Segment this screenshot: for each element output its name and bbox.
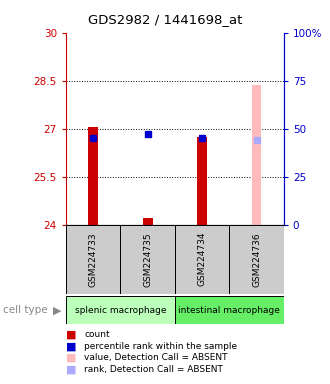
Text: ▶: ▶ — [52, 305, 61, 315]
Bar — [197, 137, 207, 225]
Text: cell type: cell type — [3, 305, 48, 315]
Bar — [229, 225, 284, 294]
Text: ■: ■ — [66, 330, 77, 340]
Bar — [120, 225, 175, 294]
Text: GSM224733: GSM224733 — [89, 232, 98, 286]
Text: GSM224734: GSM224734 — [198, 232, 207, 286]
Text: ■: ■ — [66, 353, 77, 363]
Bar — [66, 296, 175, 324]
Text: rank, Detection Call = ABSENT: rank, Detection Call = ABSENT — [84, 365, 223, 374]
Text: intestinal macrophage: intestinal macrophage — [179, 306, 280, 314]
Bar — [175, 296, 284, 324]
Text: GSM224736: GSM224736 — [252, 232, 261, 286]
Text: splenic macrophage: splenic macrophage — [75, 306, 166, 314]
Bar — [252, 86, 261, 225]
Bar — [88, 127, 98, 225]
Text: count: count — [84, 330, 110, 339]
Text: ■: ■ — [66, 364, 77, 374]
Text: GDS2982 / 1441698_at: GDS2982 / 1441698_at — [88, 13, 242, 26]
Text: value, Detection Call = ABSENT: value, Detection Call = ABSENT — [84, 353, 228, 362]
Bar — [143, 218, 152, 225]
Text: ■: ■ — [66, 341, 77, 351]
Text: GSM224735: GSM224735 — [143, 232, 152, 286]
Text: percentile rank within the sample: percentile rank within the sample — [84, 342, 237, 351]
Bar — [175, 225, 229, 294]
Bar — [66, 225, 120, 294]
